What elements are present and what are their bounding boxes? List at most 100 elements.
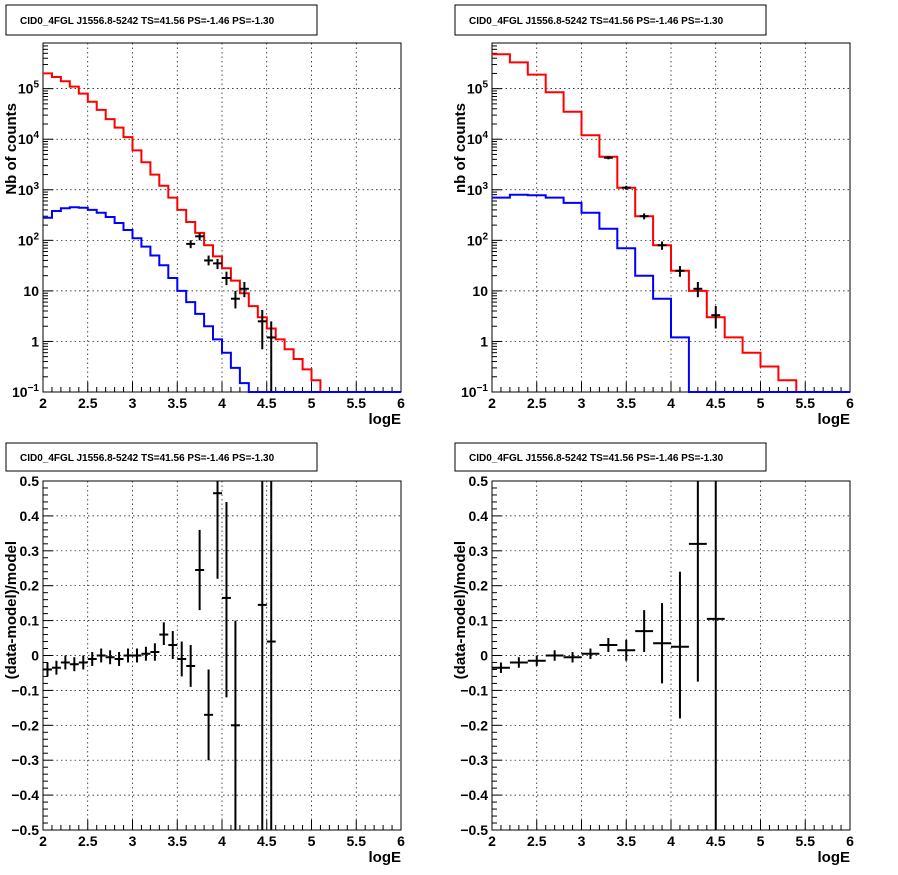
x-tick-label: 6 xyxy=(397,395,405,411)
y-tick-label: −0.5 xyxy=(460,822,488,838)
x-tick-label: 5 xyxy=(757,395,765,411)
histogram-series-2 xyxy=(492,193,850,393)
y-tick-label: −0.5 xyxy=(11,822,39,838)
data-point xyxy=(186,240,196,249)
y-tick-label: −0.3 xyxy=(460,752,488,768)
y-axis-label: (data-model)/model xyxy=(3,541,20,679)
data-point xyxy=(168,631,178,659)
data-point xyxy=(581,648,600,659)
y-tick-label: 10 xyxy=(23,283,39,299)
y-axis-label: Nb of counts xyxy=(3,103,20,195)
data-point xyxy=(617,639,636,661)
y-tick-label: −0.2 xyxy=(460,717,488,733)
data-point xyxy=(509,657,528,668)
y-tick-label: 0.5 xyxy=(469,473,489,489)
y-tick-label: 1 xyxy=(480,333,488,349)
grid xyxy=(492,43,850,392)
x-tick-label: 3.5 xyxy=(168,833,188,849)
x-tick-label: 5.5 xyxy=(347,395,367,411)
title-box xyxy=(454,4,767,36)
x-tick-label: 5.5 xyxy=(796,833,816,849)
data-point xyxy=(96,648,106,663)
data-point xyxy=(222,501,231,698)
y-tick-label: 104 xyxy=(467,130,489,147)
title-box xyxy=(5,4,318,36)
grid xyxy=(492,481,850,830)
y-tick-label: 10−1 xyxy=(461,383,488,400)
y-tick-label: 0.5 xyxy=(20,473,40,489)
chart-panel-1: CID0_4FGL J1556.8-5242 TS=41.56 PS=-1.46… xyxy=(3,4,405,428)
y-tick-label: −0.1 xyxy=(11,682,39,698)
x-tick-label: 4 xyxy=(218,833,226,849)
chart-title: CID0_4FGL J1556.8-5242 TS=41.56 PS=-1.46… xyxy=(469,453,724,464)
data-point xyxy=(105,650,115,665)
y-tick-label: 0.3 xyxy=(20,543,40,559)
y-tick-label: −0.2 xyxy=(11,717,39,733)
x-axis-label: logE xyxy=(818,411,851,428)
data-point xyxy=(186,645,196,687)
data-point xyxy=(213,481,222,579)
y-tick-label: 0 xyxy=(480,648,488,664)
data-point xyxy=(230,620,240,830)
plot-frame xyxy=(491,42,851,393)
y-tick-label: 105 xyxy=(18,80,40,97)
chart-panel-4: CID0_4FGL J1556.8-5242 TS=41.56 PS=-1.46… xyxy=(452,442,854,866)
x-tick-label: 5.5 xyxy=(347,833,367,849)
y-tick-label: 10−1 xyxy=(12,383,39,400)
data-point xyxy=(711,306,721,329)
data-point xyxy=(545,650,564,661)
x-tick-label: 3.5 xyxy=(168,395,188,411)
data-point xyxy=(257,309,267,350)
data-point xyxy=(599,638,618,653)
x-tick-label: 5.5 xyxy=(796,395,816,411)
data-point xyxy=(114,652,124,666)
y-tick-label: 1 xyxy=(31,333,39,349)
data-point xyxy=(177,641,187,677)
x-tick-label: 2.5 xyxy=(527,395,547,411)
data-point xyxy=(195,232,205,241)
y-tick-label: 103 xyxy=(467,181,489,198)
y-tick-label: 0.4 xyxy=(469,508,489,524)
data-point xyxy=(657,241,667,250)
data-point xyxy=(675,266,685,277)
data-point xyxy=(132,648,142,663)
x-tick-label: 2.5 xyxy=(527,833,547,849)
y-tick-label: 105 xyxy=(467,80,489,97)
data-point xyxy=(213,258,222,270)
y-tick-label: 0.4 xyxy=(20,508,40,524)
x-tick-label: 3 xyxy=(578,833,586,849)
x-tick-label: 4.5 xyxy=(706,395,726,411)
title-box xyxy=(454,442,767,472)
data-point xyxy=(159,622,169,646)
x-axis-label: logE xyxy=(369,411,402,428)
y-tick-label: −0.4 xyxy=(460,787,488,803)
x-tick-label: 2 xyxy=(39,833,47,849)
x-tick-label: 3 xyxy=(129,833,137,849)
y-tick-label: 0.1 xyxy=(469,613,489,629)
x-tick-label: 4 xyxy=(667,833,675,849)
x-tick-label: 2.5 xyxy=(78,833,98,849)
data-point xyxy=(239,281,249,298)
chart-title: CID0_4FGL J1556.8-5242 TS=41.56 PS=-1.46… xyxy=(20,16,275,27)
data-point xyxy=(195,529,205,611)
data-point xyxy=(43,662,52,677)
y-tick-label: 102 xyxy=(18,231,40,248)
x-tick-label: 5 xyxy=(757,833,765,849)
data-point xyxy=(639,213,649,220)
data-point xyxy=(257,481,267,830)
x-tick-label: 4 xyxy=(667,395,675,411)
data-point xyxy=(603,156,613,160)
data-point xyxy=(266,481,276,830)
y-tick-label: 0.2 xyxy=(20,578,40,594)
data-point xyxy=(222,271,231,286)
x-tick-label: 2 xyxy=(488,833,496,849)
data-point xyxy=(635,610,654,653)
y-tick-label: 10 xyxy=(472,283,488,299)
chart-panel-3: CID0_4FGL J1556.8-5242 TS=41.56 PS=-1.46… xyxy=(3,442,405,866)
y-tick-label: −0.1 xyxy=(460,682,488,698)
y-tick-label: 0 xyxy=(31,648,39,664)
x-tick-label: 6 xyxy=(846,395,854,411)
x-axis-label: logE xyxy=(369,849,402,866)
data-point xyxy=(671,571,689,719)
x-tick-label: 5 xyxy=(308,833,316,849)
